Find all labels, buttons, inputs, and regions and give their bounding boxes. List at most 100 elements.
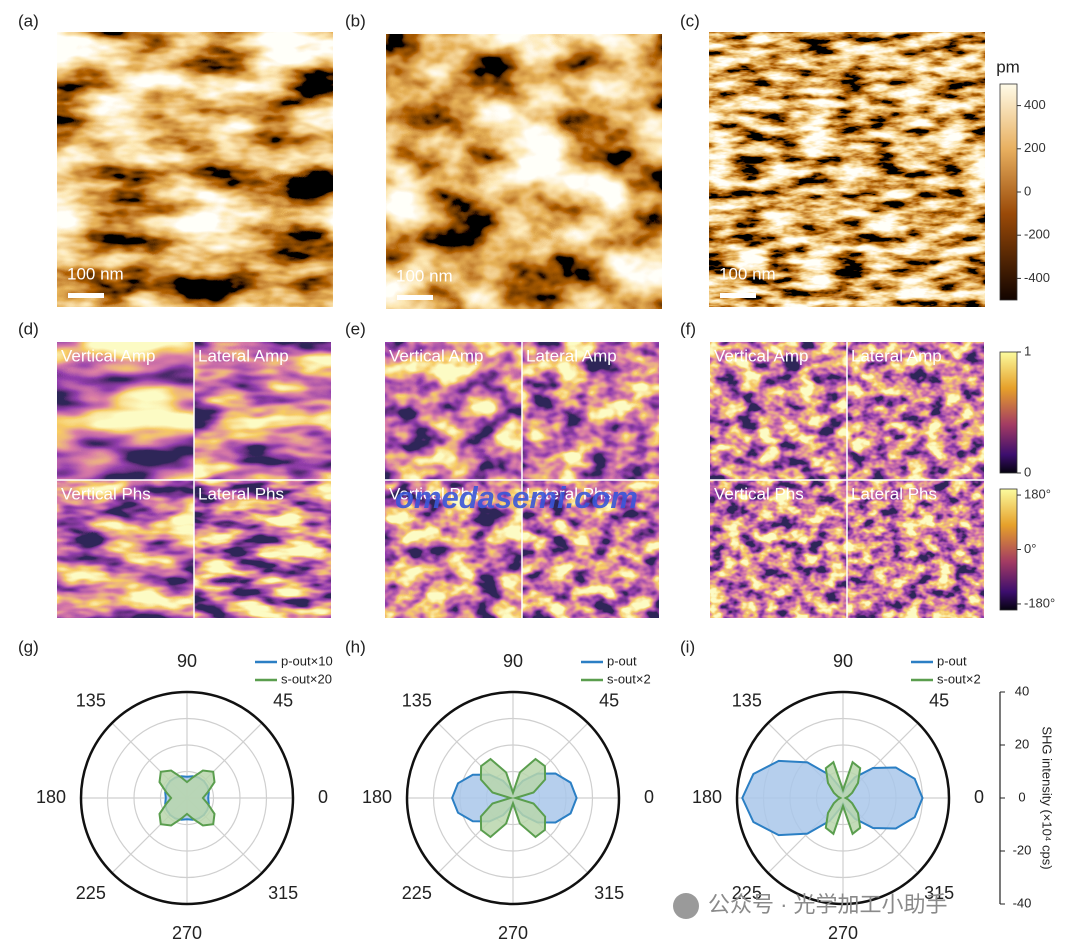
angle-label: 0 [974,787,984,807]
colorbar-tick-label: 0 [1024,464,1031,479]
angle-label: 180 [36,787,66,807]
piezo-map [710,342,847,480]
angle-label: 90 [833,651,853,671]
panel-label: (g) [18,637,39,656]
colorbar [999,83,1018,301]
legend-label: s-out×2 [607,671,651,686]
piezo-map [847,342,984,480]
wechat-icon [673,893,699,919]
y-tick-label: -40 [1013,895,1032,910]
scale-bar-label: 100 nm [396,266,453,285]
angle-label: 270 [172,923,202,943]
map-label: Lateral Phs [198,484,284,503]
piezo-map [194,480,331,618]
polar-series [824,760,862,836]
map-label: Lateral Amp [198,346,289,365]
y-tick-label: -20 [1013,842,1032,857]
panel-label: (c) [680,11,700,30]
watermark-wechat: 公众号 · 光学加工小助手 [708,892,948,917]
colorbar-tick-label: 400 [1024,97,1046,112]
legend-label: s-out×20 [281,671,332,686]
colorbar [999,488,1018,611]
angle-label: 90 [503,651,523,671]
piezo-map [385,342,522,480]
afm-image [709,32,985,307]
angle-label: 0 [644,787,654,807]
afm-image [57,32,333,307]
piezo-map [57,480,194,618]
colorbar-tick-label: -200 [1024,227,1050,242]
panel-label: (h) [345,637,366,656]
angle-label: 225 [76,883,106,903]
piezo-map [194,342,331,480]
piezo-map [385,480,522,618]
angle-label: 45 [599,691,619,711]
scale-bar-label: 100 nm [719,264,776,283]
angle-label: 315 [268,883,298,903]
colorbar-unit: pm [996,57,1020,76]
scale-bar [397,295,433,300]
scale-bar [720,293,756,298]
piezo-map [710,480,847,618]
y-tick-label: 20 [1015,736,1029,751]
legend-label: p-out [607,653,637,668]
y-tick-label: 40 [1015,683,1029,698]
panel-label: (b) [345,11,366,30]
angle-label: 0 [318,787,328,807]
map-label: Vertical Phs [61,484,151,503]
legend-label: p-out [937,653,967,668]
afm-image [386,34,662,309]
map-label: Lateral Amp [851,346,942,365]
map-label: Lateral Phs [526,484,612,503]
map-label: Vertical Amp [389,346,484,365]
angle-label: 270 [828,923,858,943]
y-axis-label: SHG intensity (×10⁴ cps) [1040,726,1055,869]
angle-label: 45 [273,691,293,711]
watermark-site: omedasemi.com [395,480,638,515]
angle-label: 270 [498,923,528,943]
map-label: Lateral Phs [851,484,937,503]
colorbar-tick-label: -400 [1024,270,1050,285]
map-label: Vertical Amp [61,346,156,365]
angle-label: 180 [692,787,722,807]
angle-label: 45 [929,691,949,711]
angle-label: 180 [362,787,392,807]
polar-frame [79,690,295,906]
panel-label: (i) [680,637,695,656]
map-label: Vertical Phs [389,484,479,503]
polar-series [158,769,216,827]
piezo-map [522,480,659,618]
angle-label: 90 [177,651,197,671]
colorbar [999,351,1018,474]
map-label: Lateral Amp [526,346,617,365]
colorbar-tick-label: 0° [1024,541,1036,556]
piezo-map [57,342,194,480]
polar-frame [405,690,621,906]
angle-label: 225 [732,883,762,903]
scale-bar [68,293,104,298]
polar-frame [735,690,951,906]
map-label: Vertical Amp [714,346,809,365]
colorbar-tick-label: 200 [1024,140,1046,155]
angle-label: 315 [594,883,624,903]
y-tick-label: 0 [1018,789,1025,804]
angle-label: 315 [924,883,954,903]
colorbar-tick-label: 0 [1024,183,1031,198]
map-label: Vertical Phs [714,484,804,503]
angle-label: 135 [402,691,432,711]
piezo-map [847,480,984,618]
legend-label: p-out×10 [281,653,333,668]
panel-label: (a) [18,11,39,30]
colorbar-tick-label: -180° [1024,595,1055,610]
piezo-map [522,342,659,480]
scale-bar-label: 100 nm [67,264,124,283]
angle-label: 225 [402,883,432,903]
polar-series [479,757,547,839]
colorbar-tick-label: 1 [1024,343,1031,358]
panel-label: (f) [680,319,696,338]
panel-label: (d) [18,319,39,338]
panel-label: (e) [345,319,366,338]
colorbar-tick-label: 180° [1024,486,1051,501]
angle-label: 135 [732,691,762,711]
